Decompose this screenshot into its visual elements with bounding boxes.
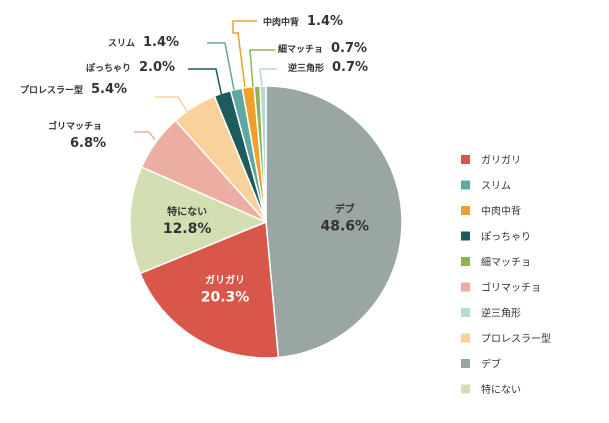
legend-label: デブ bbox=[481, 358, 501, 371]
legend-swatch bbox=[461, 359, 470, 368]
legend-item: スリム bbox=[461, 180, 511, 192]
legend-label: プロレスラー型 bbox=[481, 332, 551, 345]
legend-swatch bbox=[461, 231, 470, 241]
legend-swatch bbox=[461, 257, 470, 266]
slice-outer-label: 逆三角形 0.7% bbox=[288, 60, 368, 75]
slice-value-label: 20.3% bbox=[201, 289, 250, 305]
pie-slice bbox=[265, 85, 403, 359]
slice-value-label: 6.8% bbox=[70, 136, 106, 151]
legend-swatch bbox=[461, 155, 470, 164]
legend-swatch bbox=[461, 282, 470, 292]
legend-label: ガリガリ bbox=[481, 155, 521, 167]
legend-item: ぽっちゃり bbox=[461, 231, 531, 243]
legend-swatch bbox=[461, 384, 470, 394]
legend-label: 細マッチョ bbox=[481, 256, 531, 269]
legend-swatch bbox=[461, 206, 470, 215]
legend-item: 特にない bbox=[461, 384, 521, 396]
legend-swatch bbox=[461, 333, 470, 343]
leader-line bbox=[188, 68, 223, 98]
slice-category-label: 特にない bbox=[167, 205, 207, 218]
pie-slice bbox=[259, 85, 267, 223]
legend-label: スリム bbox=[481, 180, 511, 192]
slice-value-label: 12.8% bbox=[163, 221, 212, 237]
legend-label: ゴリマッチョ bbox=[481, 281, 541, 294]
legend-label: ぽっちゃり bbox=[481, 231, 531, 243]
slice-outer-label: スリム 1.4% bbox=[108, 35, 179, 50]
slice-value-label: 48.6% bbox=[321, 218, 370, 234]
slice-outer-label: ぽっちゃり 2.0% bbox=[86, 60, 175, 75]
legend-item: 逆三角形 bbox=[461, 307, 521, 320]
pie-slice bbox=[139, 220, 280, 359]
slice-outer-label: 細マッチョ 0.7% bbox=[278, 41, 367, 56]
legend-label: 特にない bbox=[481, 384, 521, 396]
leader-line bbox=[259, 68, 277, 87]
slice-labels: デブ 48.6% ガリガリ 20.3% 特にない 12.8% ゴリマッチョ 6.8% プロレスラ… bbox=[20, 14, 369, 305]
leader-lines bbox=[134, 20, 277, 141]
legend-swatch bbox=[461, 180, 470, 190]
leader-line bbox=[155, 96, 189, 114]
legend-item: 細マッチョ bbox=[461, 256, 531, 269]
leader-line bbox=[207, 42, 235, 91]
legend-swatch bbox=[461, 308, 470, 317]
pie-slice bbox=[129, 166, 268, 275]
legend-item: デブ bbox=[461, 358, 501, 371]
legend-item: プロレスラー型 bbox=[461, 332, 551, 345]
legend-label: 逆三角形 bbox=[481, 307, 521, 320]
slice-category-label: デブ bbox=[335, 202, 355, 215]
leader-line bbox=[134, 131, 156, 141]
legend-item: 中肉中背 bbox=[461, 205, 521, 218]
slice-category-label: ガリガリ bbox=[205, 273, 245, 286]
slice-category-label: ゴリマッチョ bbox=[48, 120, 102, 132]
slice-outer-label: 中肉中背 1.4% bbox=[263, 14, 343, 29]
legend: ガリガリスリム中肉中背ぽっちゃり細マッチョゴリマッチョ逆三角形プロレスラー型デブ… bbox=[461, 155, 551, 396]
legend-item: ゴリマッチョ bbox=[461, 281, 541, 294]
slice-outer-label: プロレスラー型 5.4% bbox=[20, 82, 127, 97]
leader-line bbox=[232, 20, 257, 88]
pie-slices bbox=[129, 85, 403, 359]
leader-line bbox=[249, 49, 275, 88]
legend-item: ガリガリ bbox=[461, 155, 521, 167]
legend-label: 中肉中背 bbox=[481, 205, 521, 218]
